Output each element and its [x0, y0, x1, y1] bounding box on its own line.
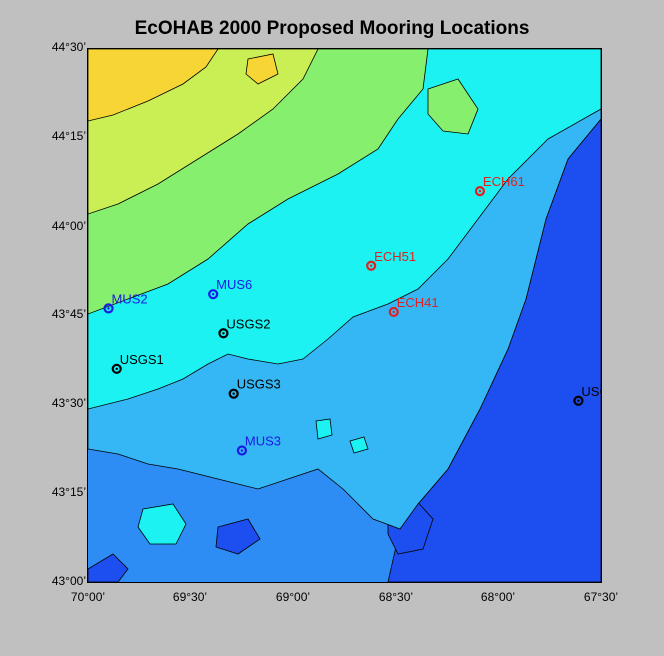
mooring-markers: ECH61 ECH51 ECH41 MUS6 MUS2 MUS3 USGS2 USGS1 USG…: [103, 174, 601, 456]
mooring-marker-mus2[interactable]: [103, 303, 114, 314]
mooring-label: MUS6: [216, 277, 252, 292]
mooring-marker-ech41[interactable]: [388, 306, 399, 318]
mooring-dot: [222, 332, 225, 335]
mooring-label: USGS3: [237, 377, 281, 392]
bathymetry-map: ECH61 ECH51 ECH41 MUS6 MUS2 MUS3 USGS2 USGS1 USG…: [87, 48, 602, 583]
mid-depth-patch: [349, 436, 369, 454]
mooring-marker-usgs1[interactable]: [111, 363, 122, 374]
land-high: [245, 53, 279, 85]
lat-tick-label: 43°15’: [51, 485, 86, 499]
deep-patch: [215, 518, 261, 555]
mooring-label: USGS7: [581, 384, 601, 399]
mooring-marker-mus6[interactable]: [208, 289, 219, 300]
mooring-label: USGS1: [120, 352, 164, 367]
mooring-marker-usgs3[interactable]: [228, 388, 239, 399]
mooring-marker-ech61[interactable]: [474, 186, 486, 197]
mooring-marker-usgs7[interactable]: [573, 395, 584, 406]
mooring-label: MUS2: [112, 291, 148, 306]
mooring-label: ECH41: [397, 295, 439, 310]
mooring-dot: [577, 399, 580, 402]
mooring-marker-mus3[interactable]: [236, 445, 247, 456]
mooring-dot: [240, 449, 244, 452]
mid-depth-patch: [137, 503, 187, 545]
lat-tick-label: 43°30’: [51, 396, 86, 410]
mooring-marker-usgs2[interactable]: [218, 328, 229, 339]
map-title: EcOHAB 2000 Proposed Mooring Locations: [134, 18, 530, 39]
lon-tick-label: 68°30’: [378, 590, 414, 604]
mooring-dot: [478, 189, 482, 193]
lon-tick-label: 69°30’: [172, 590, 208, 604]
mooring-label: ECH51: [374, 249, 416, 264]
land-low: [427, 78, 479, 135]
mooring-label: USGS2: [226, 316, 270, 331]
mooring-dot: [211, 292, 215, 296]
land-high: [88, 49, 219, 122]
lat-tick-label: 43°45’: [51, 307, 86, 321]
mooring-marker-ech51[interactable]: [366, 260, 377, 271]
mooring-dot: [232, 392, 235, 395]
mid-depth-patch: [315, 418, 333, 440]
lon-tick-label: 70°00’: [70, 590, 106, 604]
mooring-dot: [392, 310, 395, 314]
lat-tick-label: 43°00’: [51, 574, 86, 588]
lon-tick-label: 68°00’: [480, 590, 516, 604]
lat-tick-label: 44°30’: [51, 40, 86, 54]
mooring-dot: [107, 307, 110, 310]
lat-tick-label: 44°00’: [51, 219, 86, 233]
mooring-label: MUS3: [245, 434, 281, 449]
mooring-dot: [369, 264, 373, 267]
lon-tick-label: 69°00’: [275, 590, 311, 604]
mooring-label: ECH61: [483, 174, 525, 189]
lon-tick-label: 67°30’: [583, 590, 619, 604]
lat-tick-label: 44°15’: [51, 129, 86, 143]
mooring-dot: [115, 367, 118, 370]
deep-patch: [88, 553, 129, 582]
